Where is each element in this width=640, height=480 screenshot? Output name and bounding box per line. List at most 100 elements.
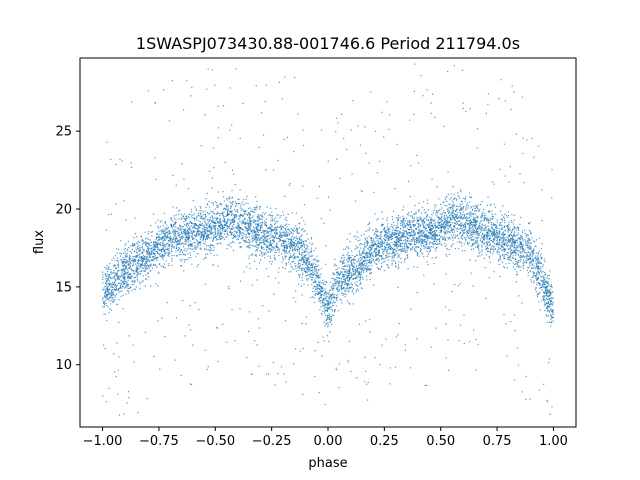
data-point (502, 220, 504, 222)
data-point (317, 341, 319, 343)
data-point (409, 249, 411, 251)
data-point (274, 259, 276, 261)
data-point (537, 255, 539, 257)
data-point (229, 242, 231, 244)
data-point (527, 267, 529, 269)
data-point (146, 258, 148, 260)
data-point (251, 284, 253, 286)
data-point (323, 295, 325, 297)
data-point (256, 207, 258, 209)
data-point (347, 287, 349, 289)
data-point (331, 323, 333, 326)
data-point (205, 218, 207, 220)
data-point (298, 240, 300, 242)
data-point (474, 205, 476, 207)
data-point (461, 207, 463, 209)
data-point (173, 238, 175, 240)
data-point (409, 367, 412, 369)
data-point (247, 228, 249, 231)
data-point (133, 244, 135, 246)
data-point (202, 238, 204, 240)
data-point (400, 242, 402, 244)
data-point (328, 308, 330, 310)
data-point (476, 210, 478, 212)
data-point (324, 310, 326, 312)
data-point (311, 269, 314, 271)
data-point (523, 250, 525, 252)
data-point (124, 281, 126, 283)
data-point (221, 211, 223, 213)
data-point (388, 243, 390, 245)
data-point (321, 282, 323, 284)
data-point (192, 238, 194, 240)
data-point (444, 242, 446, 244)
data-point (368, 259, 370, 261)
data-point (452, 231, 454, 233)
data-point (403, 233, 405, 235)
data-point (354, 200, 357, 202)
data-point (162, 236, 164, 238)
data-point (122, 280, 124, 283)
data-point (435, 233, 437, 235)
data-point (239, 246, 241, 248)
data-point (393, 254, 395, 256)
data-point (357, 276, 359, 278)
data-point (413, 213, 415, 215)
data-point (193, 247, 195, 249)
data-point (306, 259, 308, 262)
data-point (318, 276, 320, 278)
data-point (128, 274, 130, 276)
data-point (525, 259, 527, 261)
data-point (282, 242, 284, 244)
data-point (547, 302, 549, 304)
data-point (217, 238, 219, 240)
data-point (187, 229, 189, 231)
data-point (541, 272, 543, 274)
data-point (298, 275, 301, 277)
data-point (544, 271, 546, 274)
data-point (239, 308, 241, 310)
data-point (323, 222, 325, 224)
data-point (248, 247, 250, 249)
data-point (293, 241, 295, 244)
data-point (116, 289, 118, 291)
data-point (293, 254, 295, 256)
data-point (472, 219, 474, 221)
data-point (272, 247, 274, 249)
data-point (453, 194, 455, 196)
data-point (226, 221, 228, 223)
data-point (469, 201, 471, 203)
data-point (508, 259, 510, 261)
data-point (115, 203, 117, 205)
data-point (139, 263, 141, 265)
data-point (125, 256, 127, 258)
data-point (211, 220, 213, 222)
data-point (226, 233, 228, 235)
data-point (353, 259, 355, 261)
data-point (283, 244, 285, 247)
data-point (349, 303, 351, 305)
data-point (490, 230, 492, 232)
data-point (320, 302, 322, 304)
data-point (241, 203, 243, 205)
data-point (326, 302, 328, 304)
data-point (467, 235, 469, 237)
data-point (226, 207, 228, 209)
data-point (254, 231, 256, 233)
data-point (254, 219, 256, 221)
data-point (252, 240, 254, 242)
data-point (387, 234, 389, 236)
data-point (455, 210, 457, 213)
data-point (196, 247, 198, 249)
data-point (532, 271, 534, 273)
data-point (299, 265, 302, 267)
data-point (137, 240, 139, 243)
data-point (472, 212, 474, 215)
data-point (470, 232, 472, 234)
data-point (105, 302, 107, 304)
data-point (469, 196, 471, 198)
data-point (403, 227, 405, 229)
data-point (408, 224, 410, 226)
data-point (373, 256, 375, 258)
data-point (123, 280, 126, 282)
